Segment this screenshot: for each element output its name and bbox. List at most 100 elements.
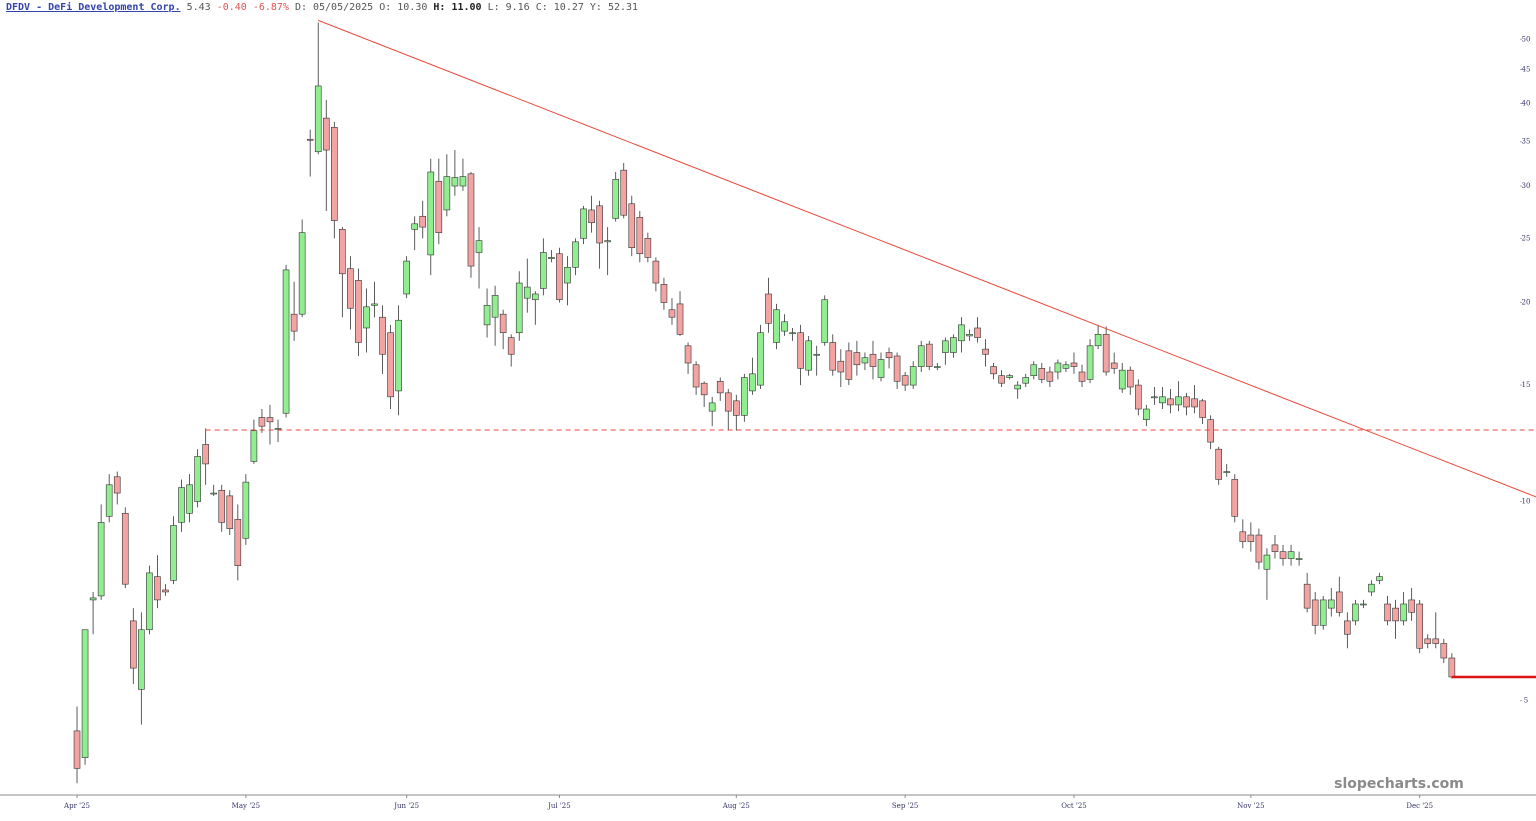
candle-body — [620, 169, 628, 216]
candle — [322, 99, 330, 211]
candle-body — [138, 629, 145, 690]
candle — [1295, 551, 1303, 566]
candle-body — [1086, 345, 1094, 380]
symbol-link[interactable]: DFDV - DeFi Development Corp. — [6, 2, 181, 13]
candle — [1159, 387, 1166, 410]
candle-body — [1247, 534, 1255, 542]
x-tick-label: Sep '25 — [892, 802, 918, 810]
candle — [403, 256, 410, 299]
candle — [572, 238, 579, 276]
candle-body — [427, 171, 435, 256]
candle — [933, 362, 941, 371]
candle — [805, 335, 812, 376]
candle-body — [612, 179, 620, 219]
candle — [998, 370, 1005, 388]
candle — [1070, 352, 1078, 374]
x-tick-label: Jul '25 — [547, 802, 571, 810]
candle-body — [73, 730, 81, 769]
candle-body — [1110, 362, 1118, 369]
candle-body — [194, 456, 201, 502]
candle-body — [266, 417, 274, 423]
candle — [507, 334, 515, 367]
candle — [684, 342, 692, 374]
candle — [475, 227, 483, 289]
candle — [1392, 599, 1399, 639]
candle-body — [1295, 558, 1303, 560]
candle — [1400, 591, 1407, 626]
candle — [395, 305, 402, 416]
candle-body — [845, 350, 853, 380]
candle — [1408, 588, 1415, 621]
candle — [885, 347, 893, 369]
candle-body — [435, 180, 443, 233]
candle — [990, 362, 997, 380]
candle-body — [765, 293, 772, 324]
y-tick-label: 45 — [1522, 66, 1531, 74]
candle — [942, 337, 949, 365]
candle-body — [1167, 398, 1174, 406]
watermark: slopecharts.com — [1334, 776, 1464, 792]
candle-body — [1448, 657, 1456, 678]
annotation-line — [318, 19, 1536, 498]
x-tick-label: Nov '25 — [1237, 802, 1264, 810]
x-tick-label: May '25 — [232, 802, 260, 810]
candle — [668, 298, 676, 325]
header-field: 5.43 — [186, 2, 211, 13]
candle-body — [322, 117, 330, 151]
y-tick-label: 25 — [1522, 234, 1531, 242]
candle-body — [1376, 576, 1383, 581]
candle-body — [1432, 638, 1440, 644]
candle — [1215, 446, 1222, 485]
candle-body — [1271, 544, 1279, 552]
candle — [797, 324, 804, 386]
candle — [1135, 379, 1142, 416]
candle-body — [1022, 377, 1030, 384]
candle — [339, 227, 346, 318]
candle — [1255, 528, 1263, 570]
candle-body — [781, 321, 788, 332]
candle-body — [170, 525, 177, 581]
candle-body — [105, 484, 113, 517]
candle-body — [475, 240, 483, 253]
candle — [966, 329, 973, 341]
candle-body — [909, 366, 917, 386]
candle-body — [395, 319, 402, 392]
y-tick-label: 5 — [1524, 697, 1528, 705]
candle — [347, 256, 354, 330]
candle-body — [330, 127, 338, 221]
candle — [250, 419, 258, 464]
candle-body — [523, 286, 531, 299]
candle-body — [507, 337, 515, 355]
candle-body — [130, 620, 137, 669]
candle — [974, 317, 981, 343]
candle-body — [306, 138, 314, 141]
y-tick-label: 40 — [1522, 99, 1531, 107]
candle-body — [893, 355, 901, 382]
candle — [757, 324, 764, 389]
candle-body — [1255, 534, 1263, 563]
header-field: Y: 52.31 — [589, 2, 639, 13]
candle — [387, 324, 394, 410]
candle-body — [1046, 371, 1054, 382]
candle-body — [226, 495, 234, 529]
candle — [869, 340, 877, 380]
candle — [1086, 339, 1094, 384]
candle-body — [186, 484, 193, 514]
candle — [909, 361, 917, 389]
candle — [491, 285, 499, 346]
candle — [130, 608, 137, 684]
candle — [1263, 548, 1271, 600]
candle — [258, 409, 266, 433]
candle-body — [1392, 607, 1399, 622]
candle — [1239, 519, 1247, 549]
candle — [1416, 599, 1423, 654]
candle-body — [1279, 551, 1287, 559]
candle-body — [1368, 583, 1375, 593]
candle — [81, 629, 89, 765]
candle — [845, 342, 853, 386]
x-tick-label: Oct '25 — [1061, 802, 1087, 810]
candle — [1344, 612, 1351, 649]
candle-body — [1078, 371, 1086, 382]
candle-body — [1303, 583, 1311, 609]
